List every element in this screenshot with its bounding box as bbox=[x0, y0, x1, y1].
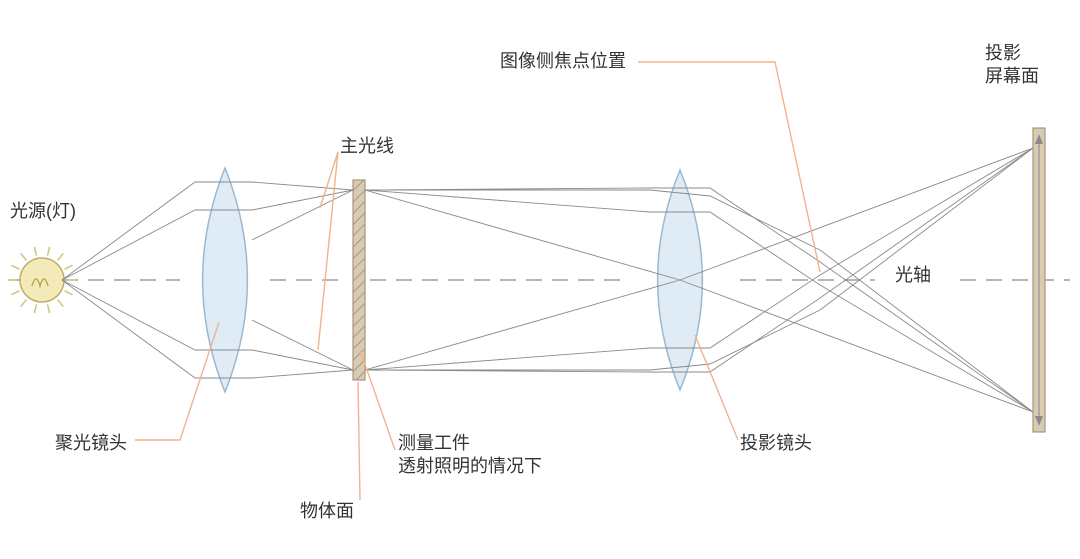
label-projection-lens: 投影镜头 bbox=[740, 432, 812, 455]
label-measured-work: 测量工件 透射照明的情况下 bbox=[398, 432, 542, 479]
label-image-focal: 图像侧焦点位置 bbox=[500, 50, 626, 73]
optical-diagram: 光源(灯) 聚光镜头 主光线 物体面 测量工件 透射照明的情况下 图像侧焦点位置… bbox=[0, 0, 1080, 559]
label-screen: 投影 屏幕面 bbox=[985, 42, 1039, 89]
label-optical-axis: 光轴 bbox=[895, 264, 931, 287]
label-light-source: 光源(灯) bbox=[10, 200, 76, 223]
label-condenser-lens: 聚光镜头 bbox=[55, 432, 127, 455]
label-object-plane: 物体面 bbox=[300, 500, 354, 523]
label-chief-ray: 主光线 bbox=[340, 135, 394, 158]
